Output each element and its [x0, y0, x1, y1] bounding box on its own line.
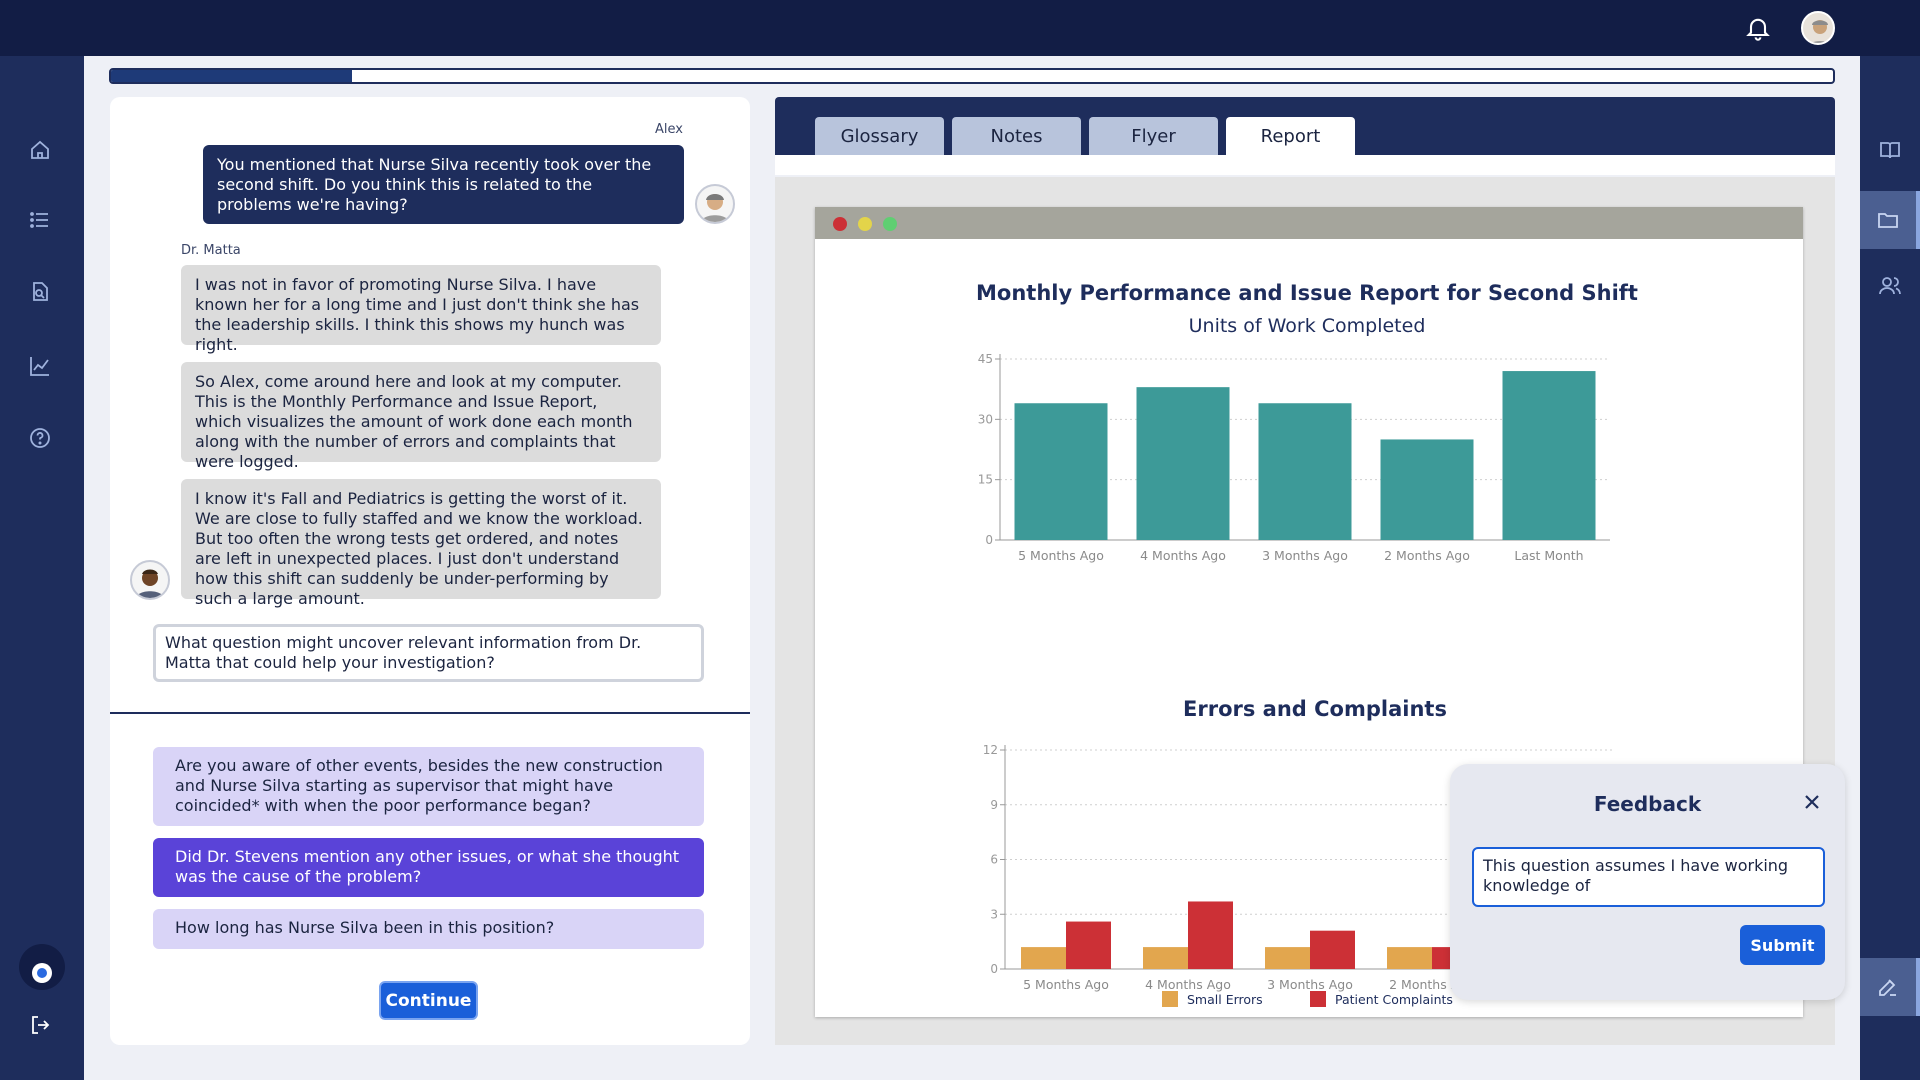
submit-button[interactable]: Submit — [1740, 925, 1825, 965]
widget-icon[interactable] — [19, 944, 65, 990]
answer-option[interactable]: How long has Nurse Silva been in this po… — [153, 909, 704, 949]
bell-icon[interactable] — [1744, 14, 1772, 42]
bar-small-errors — [1387, 947, 1432, 969]
feedback-input[interactable]: This question assumes I have working kno… — [1472, 847, 1825, 907]
legend-label: Small Errors — [1187, 992, 1263, 1007]
home-icon[interactable] — [24, 134, 56, 166]
tab-report[interactable]: Report — [1226, 117, 1355, 155]
message-bubble: I was not in favor of promoting Nurse Si… — [181, 265, 661, 354]
bar-small-errors — [1021, 947, 1066, 969]
chart-line-icon[interactable] — [24, 350, 56, 382]
y-tick-label: 12 — [983, 743, 998, 757]
tab-glossary[interactable]: Glossary — [815, 117, 944, 155]
legend-label: Patient Complaints — [1335, 992, 1453, 1007]
bar — [1502, 371, 1596, 540]
message-bubble: So Alex, come around here and look at my… — [181, 362, 661, 471]
x-tick-label: 3 Months Ago — [1262, 548, 1348, 563]
feedback-title: Feedback — [1593, 792, 1702, 816]
bar-patient-complaints — [1066, 921, 1111, 969]
y-tick-label: 3 — [990, 907, 998, 921]
answer-option-selected[interactable]: Did Dr. Stevens mention any other issues… — [153, 838, 704, 897]
question-prompt: What question might uncover relevant inf… — [153, 624, 704, 682]
x-tick-label: 5 Months Ago — [1018, 548, 1104, 563]
bar — [1136, 387, 1230, 540]
bar — [1258, 403, 1352, 540]
bar — [1380, 439, 1474, 540]
y-tick-label: 15 — [978, 473, 993, 487]
bar-small-errors — [1143, 947, 1188, 969]
top-bar — [0, 0, 1920, 56]
continue-button[interactable]: Continue — [379, 981, 478, 1020]
report-title: Monthly Performance and Issue Report for… — [976, 281, 1638, 305]
user-avatar[interactable] — [1801, 11, 1835, 45]
speaker-label-alex: Alex — [655, 122, 683, 137]
y-tick-label: 6 — [990, 853, 998, 867]
answer-option[interactable]: Are you aware of other events, besides t… — [153, 747, 704, 826]
x-tick-label: 3 Months Ago — [1267, 977, 1353, 992]
resource-tabs: Glossary Notes Flyer Report — [775, 97, 1835, 155]
browser-window: Monthly Performance and Issue Report for… — [815, 207, 1803, 1017]
maximize-dot-icon — [883, 217, 897, 231]
x-tick-label: 4 Months Ago — [1140, 548, 1226, 563]
report-viewer: Monthly Performance and Issue Report for… — [775, 177, 1835, 1045]
legend-swatch — [1310, 991, 1326, 1007]
x-tick-label: 2 Months Ago — [1384, 548, 1470, 563]
speaker-label-matta: Dr. Matta — [181, 243, 241, 258]
message-bubble: I know it's Fall and Pediatrics is getti… — [181, 479, 661, 608]
logout-icon[interactable] — [24, 1009, 56, 1041]
close-dot-icon — [833, 217, 847, 231]
x-tick-label: 4 Months Ago — [1145, 977, 1231, 992]
y-tick-label: 0 — [990, 962, 998, 976]
y-tick-label: 30 — [978, 412, 993, 426]
message-bubble: You mentioned that Nurse Silva recently … — [203, 145, 684, 224]
edit-icon[interactable] — [1860, 958, 1920, 1016]
chart-title: Errors and Complaints — [1183, 697, 1447, 721]
resource-panel: Glossary Notes Flyer Report Monthly Perf… — [775, 97, 1835, 1045]
help-icon[interactable] — [24, 422, 56, 454]
bar-patient-complaints — [1188, 901, 1233, 969]
right-sidebar — [1860, 56, 1920, 1080]
y-tick-label: 45 — [978, 352, 993, 366]
book-icon[interactable] — [1860, 121, 1920, 179]
browser-title-bar — [815, 207, 1803, 239]
y-tick-label: 9 — [990, 798, 998, 812]
bar — [1014, 403, 1108, 540]
left-sidebar — [0, 56, 84, 1080]
alex-avatar — [695, 184, 735, 224]
legend-swatch — [1162, 991, 1178, 1007]
tab-notes[interactable]: Notes — [952, 117, 1081, 155]
tab-flyer[interactable]: Flyer — [1089, 117, 1218, 155]
x-tick-label: Last Month — [1514, 548, 1583, 563]
close-icon[interactable] — [1800, 790, 1824, 814]
search-document-icon[interactable] — [24, 276, 56, 308]
x-tick-label: 5 Months Ago — [1023, 977, 1109, 992]
bar-small-errors — [1265, 947, 1310, 969]
progress-bar — [109, 68, 1835, 84]
list-icon[interactable] — [24, 204, 56, 236]
divider — [110, 712, 750, 714]
users-icon[interactable] — [1860, 257, 1920, 315]
feedback-popup: Feedback This question assumes I have wo… — [1450, 764, 1845, 1000]
dr-matta-avatar — [130, 560, 170, 600]
chart-title: Units of Work Completed — [1189, 315, 1426, 337]
progress-fill — [111, 70, 353, 82]
y-tick-label: 0 — [985, 533, 993, 547]
bar-patient-complaints — [1310, 930, 1355, 969]
folder-icon[interactable] — [1860, 191, 1920, 249]
minimize-dot-icon — [858, 217, 872, 231]
